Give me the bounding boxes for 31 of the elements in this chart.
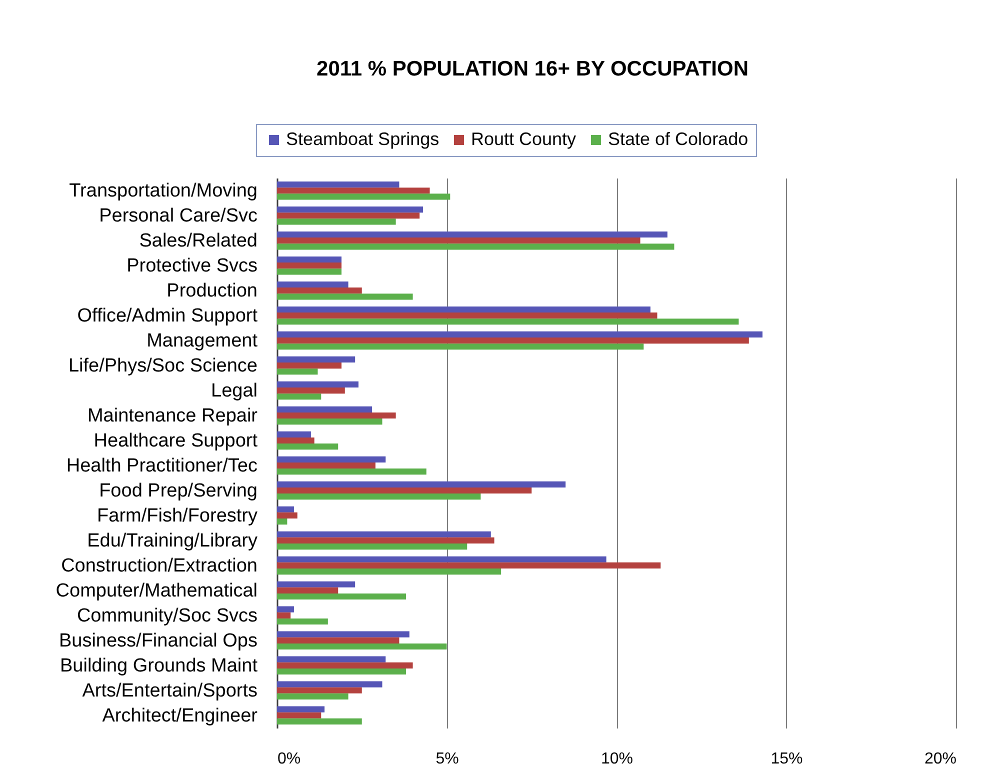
legend-label: State of Colorado — [608, 129, 748, 149]
x-tick-label: 20% — [924, 750, 956, 768]
y-tick-label: Healthcare Support — [94, 430, 258, 452]
y-tick-label: Maintenance Repair — [87, 406, 258, 427]
legend-label: Steamboat Springs — [286, 129, 440, 149]
y-tick-label: Building Grounds Maint — [60, 655, 258, 676]
y-tick-label: Transportation/Moving — [69, 180, 258, 202]
y-tick-label: Personal Care/Svc — [99, 206, 258, 227]
y-tick-label: Office/Admin Support — [77, 306, 258, 327]
chart-title: 2011 % POPULATION 16+ BY OCCUPATION — [316, 58, 748, 80]
y-tick-label: Architect/Engineer — [102, 705, 258, 726]
y-tick-label: Food Prep/Serving — [99, 480, 258, 502]
y-tick-label: Production — [166, 280, 258, 302]
y-tick-label: Legal — [211, 380, 258, 402]
legend-label: Routt County — [471, 129, 576, 149]
y-tick-label: Farm/Fish/Forestry — [97, 505, 258, 526]
y-tick-label: Business/Financial Ops — [58, 630, 258, 652]
y-tick-label: Edu/Training/Library — [87, 530, 258, 552]
y-tick-label: Construction/Extraction — [61, 555, 258, 576]
y-tick-label: Life/Phys/Soc Science — [68, 356, 258, 377]
x-tick-label: 10% — [600, 750, 634, 768]
y-tick-label: Sales/Related — [139, 230, 258, 252]
y-tick-label: Health Practitioner/Tec — [66, 455, 258, 476]
y-tick-label: Protective Svcs — [126, 256, 258, 277]
x-tick-label: 5% — [436, 750, 459, 768]
y-tick-label: Community/Soc Svcs — [76, 605, 258, 626]
x-tick-label: 0% — [278, 750, 301, 768]
y-tick-label: Computer/Mathematical — [56, 580, 258, 602]
y-tick-label: Management — [146, 330, 258, 352]
y-tick-label: Arts/Entertain/Sports — [82, 680, 258, 702]
x-tick-label: 15% — [770, 750, 803, 768]
